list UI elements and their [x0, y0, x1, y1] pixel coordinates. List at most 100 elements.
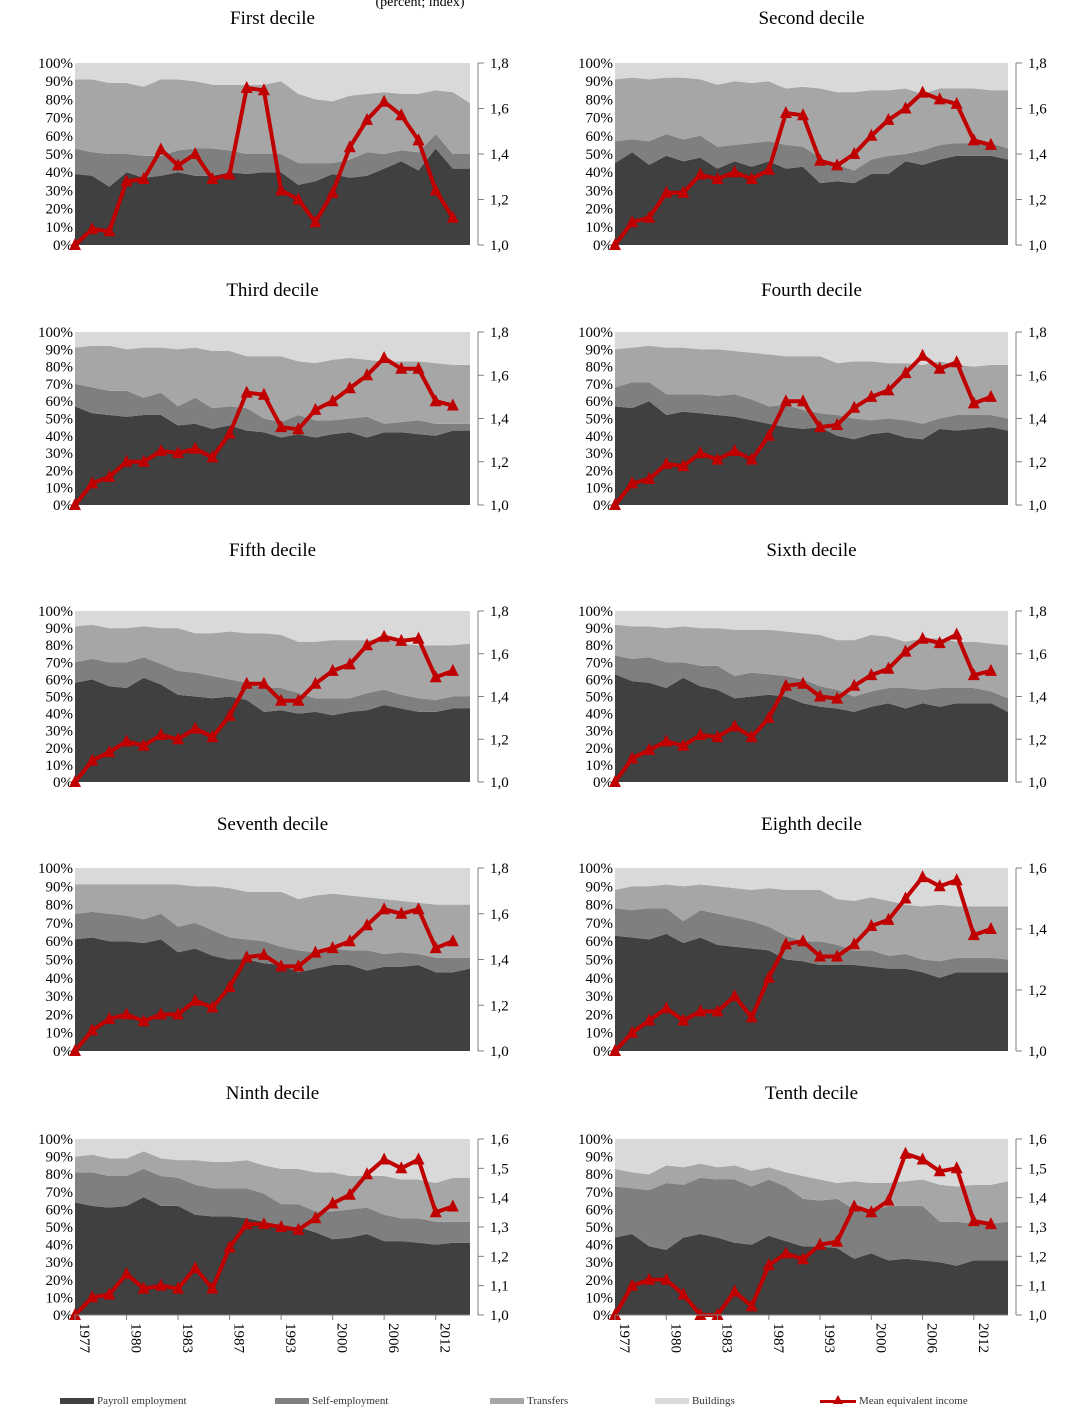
mean-income-marker [865, 919, 878, 931]
mean-income-marker [797, 676, 809, 689]
y-tick-label: 100% [578, 325, 613, 341]
mean-income-marker [882, 383, 895, 396]
y2-tick-label: 1,4 [490, 1191, 509, 1207]
mean-income-marker [916, 348, 929, 361]
area-series-4 [615, 868, 1008, 907]
y2-tick-label: 1,5 [1028, 1161, 1047, 1177]
y2-tick-label: 1,4 [490, 690, 509, 706]
y-tick-label: 0% [593, 1044, 613, 1060]
x-tick-label: 1977 [76, 1323, 92, 1354]
area-series-4 [615, 332, 1008, 367]
y2-tick-label: 1,8 [490, 325, 509, 341]
legend-label-buildings: Buildings [692, 1395, 735, 1407]
y2-tick-label: 1,6 [1028, 368, 1047, 384]
mean-income-marker [378, 94, 391, 107]
mean-income-marker [275, 420, 288, 433]
y-tick-label: 20% [586, 202, 614, 218]
y-tick-label: 10% [586, 481, 614, 497]
mean-income-marker [984, 1217, 997, 1230]
mean-income-marker [677, 738, 690, 751]
mean-income-marker [933, 636, 946, 649]
y-tick-label: 40% [46, 707, 74, 723]
legend-swatch-self-employment [275, 1398, 309, 1404]
mean-income-marker [361, 1167, 373, 1180]
area-series-4 [615, 63, 1008, 94]
y2-tick-label: 1,3 [490, 1220, 509, 1236]
legend-item-mean-income: Mean equivalent income [820, 1395, 968, 1407]
y-tick-label: 90% [46, 342, 74, 358]
y2-tick-label: 1,6 [490, 368, 509, 384]
mean-income-marker [694, 1004, 707, 1017]
x-tick-label: 1983 [719, 1323, 735, 1353]
y-tick-label: 10% [586, 220, 614, 236]
mean-income-marker [343, 381, 356, 394]
mean-income-marker [899, 891, 912, 904]
mean-income-marker [694, 167, 707, 180]
area-series-2 [615, 1177, 1008, 1266]
area-series-1 [75, 677, 470, 782]
chart-panel-6: Sixth decile 0%10%20%30%40%50% 60%70%80%90… [578, 540, 1047, 791]
mean-income-marker [69, 1044, 81, 1056]
y-tick-label: 20% [46, 741, 74, 757]
area-series-4 [615, 1139, 1008, 1187]
chart-title: Fifth decile [229, 540, 316, 561]
mean-income-marker [446, 398, 459, 411]
y-tick-label: 100% [38, 1132, 73, 1148]
y-tick-label: 40% [46, 1238, 74, 1254]
y2-tick-label: 1,6 [1028, 102, 1047, 118]
chart-title: First decile [230, 8, 315, 29]
legend-label-payroll: Payroll employment [97, 1395, 187, 1407]
y2-tick-label: 1,2 [490, 1249, 509, 1265]
y-tick-label: 80% [586, 360, 614, 376]
mean-income-marker [292, 192, 305, 205]
y2-tick-label: 1,4 [1028, 147, 1047, 163]
mean-income-marker [189, 721, 202, 734]
mean-income-marker [660, 1272, 673, 1285]
y-tick-label: 60% [586, 672, 614, 688]
area-series-1 [75, 1197, 470, 1315]
mean-income-marker [378, 351, 391, 363]
y-tick-label: 40% [46, 165, 74, 181]
mean-income-marker [103, 745, 116, 758]
y2-tick-label: 1,6 [1028, 647, 1047, 663]
mean-income-marker [343, 657, 356, 670]
mean-income-marker [343, 1187, 356, 1200]
mean-income-marker [660, 734, 673, 747]
x-tick-label: 1987 [231, 1323, 247, 1354]
mean-income-marker [609, 1044, 621, 1056]
mean-income-marker [745, 172, 758, 184]
mean-income-marker [361, 112, 373, 125]
mean-income-marker [257, 947, 270, 960]
mean-income-marker [643, 742, 656, 755]
mean-income-marker [762, 970, 775, 983]
chart-title: Sixth decile [766, 540, 856, 561]
mean-income-marker [660, 456, 673, 469]
mean-income-marker [240, 385, 253, 398]
chart-title: Fourth decile [761, 280, 862, 301]
mean-income-marker [154, 1007, 167, 1020]
mean-income-marker [711, 730, 724, 743]
legend-label-mean-income: Mean equivalent income [859, 1395, 968, 1407]
legend-item-payroll: Payroll employment [60, 1395, 187, 1407]
mean-income-marker [626, 751, 639, 764]
mean-income-marker [429, 394, 442, 407]
y-tick-label: 90% [46, 621, 74, 637]
mean-income-marker [626, 1278, 639, 1291]
y2-tick-label: 1,6 [490, 102, 509, 118]
mean-income-marker [137, 1281, 150, 1294]
mean-income-marker [309, 215, 322, 228]
mean-income-marker [779, 394, 792, 407]
area-series-3 [75, 79, 470, 164]
mean-income-marker [643, 1013, 656, 1026]
y2-tick-label: 1,2 [1028, 732, 1047, 748]
y2-tick-label: 1,6 [490, 1132, 509, 1148]
mean-income-marker [677, 459, 690, 472]
area-series-1 [615, 401, 1008, 505]
y2-tick-label: 1,2 [1028, 983, 1047, 999]
area-series-3 [75, 1151, 470, 1222]
mean-income-marker [86, 1023, 99, 1036]
mean-income-marker [86, 753, 99, 766]
x-tick-label: 1993 [821, 1323, 837, 1353]
mean-income-marker [309, 1211, 322, 1224]
